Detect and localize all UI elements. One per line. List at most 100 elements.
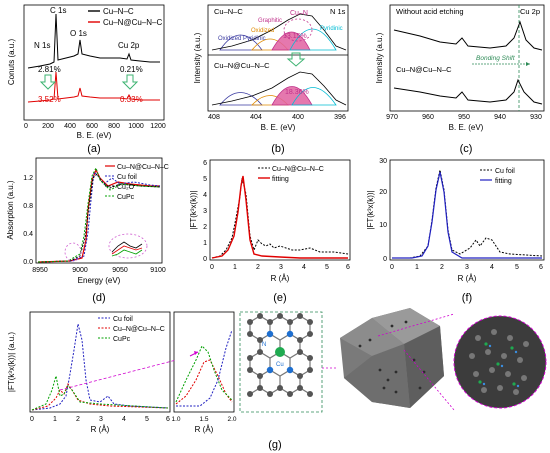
xtick-e-3: 3	[279, 264, 283, 271]
g-legend-2: Cu–N@Cu–N–C	[113, 326, 165, 333]
g-zoom-circle-body	[453, 315, 547, 409]
b-bottom-label: Cu–N@Cu–N–C	[214, 61, 270, 70]
ylabel-b: Intensity (a.u.)	[193, 32, 202, 83]
xtick-b-0: 408	[208, 114, 220, 121]
xtick-a-0: 0	[24, 123, 28, 130]
label-c: (c)	[460, 143, 473, 155]
g-inset-xticks: 1.0 1.5 2.0	[171, 416, 236, 423]
xtick-g-4: 4	[122, 416, 126, 423]
panel-e-xticks: 0 1 2 3 4 5 6	[210, 264, 350, 271]
xtick-e-0: 0	[210, 264, 214, 271]
d-legend-2: Cu foil	[117, 174, 137, 181]
xlabel-g: R (Å)	[91, 425, 110, 434]
g-zoom-cu-sites	[478, 342, 516, 386]
g-inset-sample	[175, 359, 233, 405]
xtick-f-4: 4	[490, 264, 494, 271]
panel-e-frame	[209, 159, 351, 261]
c-top-label: Without acid etching	[396, 7, 464, 16]
xtick-e-6: 6	[346, 264, 350, 271]
d-legend-4: CuPc	[117, 194, 135, 201]
panel-c-frame	[389, 4, 545, 112]
xtick-c-3: 940	[494, 114, 506, 121]
xlabel-b: B. E. (eV)	[261, 123, 296, 132]
label-a: (a)	[87, 143, 100, 155]
g-zoom-line-1	[377, 313, 455, 337]
panel-f-xticks: 0 1 2 3 4 5 6	[390, 264, 543, 271]
g-carbon-atoms	[247, 313, 313, 397]
g-inset-frame	[173, 311, 235, 413]
d-legend: Cu–N@Cu–N–C Cu foil Cu₂O CuPc	[105, 164, 169, 201]
xtick-a-5: 1000	[128, 123, 144, 130]
c-bottom-label: Cu–N@Cu–N–C	[396, 65, 452, 74]
panel-a: Cu–N–C Cu–N@Cu–N–C C 1s O 1s N 1s Cu 2p …	[7, 4, 166, 155]
xtick-b-3: 396	[334, 114, 346, 121]
g-inset-xtick-0: 1.0	[171, 416, 180, 423]
xtick-a-4: 800	[108, 123, 120, 130]
label-f: (f)	[462, 292, 472, 304]
f-legend-1: Cu foil	[495, 168, 515, 175]
ytick-f-1: 10	[379, 222, 387, 229]
comp-top-pyridinic	[289, 28, 337, 51]
c-title: Cu 2p	[520, 7, 540, 16]
panel-d-xticks: 8950 9000 9050 9100	[32, 267, 166, 274]
panel-a-frame	[23, 4, 165, 121]
ytick-d-2: 0.8	[23, 203, 33, 210]
g-zoom-line-2	[403, 349, 455, 411]
panel-g: Cu foil Cu–N@Cu–N–C CuPc 0 1 2 3 4 5 6 R…	[7, 308, 547, 451]
peak-o1s: O 1s	[70, 29, 87, 38]
xtick-g-6: 6	[166, 416, 170, 423]
xtick-g-0: 0	[30, 416, 34, 423]
e-legend-2: fitting	[272, 176, 289, 183]
d-legend-1: Cu–N@Cu–N–C	[117, 164, 169, 171]
d-legend-3: Cu₂O	[117, 184, 135, 191]
xtick-b-1: 404	[250, 114, 262, 121]
panel-d: Cu–N@Cu–N–C Cu foil Cu₂O CuPc 0.0 0.4 0.…	[6, 157, 169, 304]
g-polyhedron-top	[372, 308, 440, 344]
xtick-a-3: 600	[86, 123, 98, 130]
b-pct-bottom: 18.36%	[285, 89, 309, 96]
cu-value-black: 0.21%	[120, 65, 143, 74]
b-pct-top: 13.15%	[283, 33, 307, 40]
b-comp-cu-n: Cu–N	[290, 10, 308, 17]
xtick-f-2: 2	[440, 264, 444, 271]
envelope-top	[211, 13, 347, 51]
xlabel-d: Energy (eV)	[78, 276, 121, 285]
spectrum-cu-n-c	[27, 13, 160, 69]
g-cu-atom	[275, 347, 285, 357]
xtick-a-1: 200	[42, 123, 54, 130]
xtick-d-0: 8950	[32, 267, 48, 274]
arrow-a-1	[39, 74, 57, 90]
panel-d-yticks: 0.0 0.4 0.8 1.2	[23, 175, 33, 266]
panel-f: Cu foil fitting 0 10 20 30 0 1 2 3 4 5 6…	[366, 158, 545, 304]
cu-value-red: 0.33%	[120, 95, 143, 104]
b-comp-oxidized: Oxidized	[251, 28, 274, 34]
n-value-black: 2.81%	[38, 65, 61, 74]
xtick-g-3: 3	[99, 416, 103, 423]
d-inset-trace-2	[111, 245, 143, 255]
ylabel-c: Intensity (a.u.)	[375, 32, 384, 83]
xtick-c-4: 930	[530, 114, 542, 121]
d-circle-large	[108, 233, 148, 259]
peak-c1s: C 1s	[50, 6, 66, 15]
e-fitting	[211, 175, 348, 259]
comp-bot-pyridinic	[291, 87, 337, 106]
panel-f-yticks: 0 10 20 30	[379, 158, 387, 263]
ytick-f-0: 0	[383, 256, 387, 263]
ytick-e-2: 2	[203, 224, 207, 231]
legend-a-2: Cu–N@Cu–N–C	[103, 18, 162, 27]
label-g: (g)	[268, 439, 281, 451]
g-polyhedron-pores	[358, 320, 426, 394]
ytick-e-5: 5	[203, 176, 207, 183]
g-cu-label: Cu	[276, 362, 284, 368]
d-cupc	[37, 166, 161, 263]
g-legend-1: Cu foil	[113, 316, 133, 323]
g-legend-3: CuPc	[113, 336, 131, 343]
xtick-f-6: 6	[539, 264, 543, 271]
xlabel-a: B. E. (eV)	[77, 131, 112, 140]
xtick-f-0: 0	[390, 264, 394, 271]
g-zoom-pores	[469, 329, 529, 395]
ytick-e-0: 0	[203, 256, 207, 263]
xtick-c-2: 950	[458, 114, 470, 121]
spectrum-cu-n-at-cu-n-c	[27, 71, 160, 103]
label-e: (e)	[273, 292, 286, 304]
